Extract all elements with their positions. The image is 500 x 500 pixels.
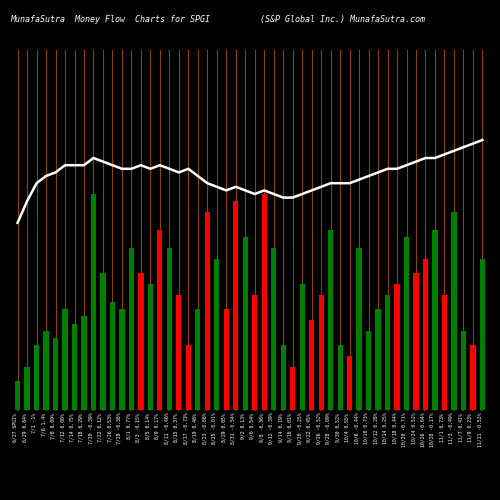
Bar (129, 248, 134, 410)
Bar (100, 273, 105, 410)
Bar (34, 345, 39, 410)
Bar (62, 309, 68, 410)
Bar (404, 237, 409, 410)
Bar (120, 309, 124, 410)
Bar (195, 309, 200, 410)
Bar (186, 345, 191, 410)
Bar (376, 309, 380, 410)
Bar (242, 237, 248, 410)
Bar (414, 273, 418, 410)
Bar (24, 367, 29, 410)
Bar (271, 248, 276, 410)
Bar (72, 324, 77, 410)
Bar (53, 338, 58, 410)
Bar (309, 320, 314, 410)
Text: MunafaSutra  Money Flow  Charts for SPGI: MunafaSutra Money Flow Charts for SPGI (10, 15, 210, 24)
Bar (82, 316, 86, 410)
Bar (318, 295, 324, 410)
Bar (290, 367, 296, 410)
Bar (204, 212, 210, 410)
Bar (148, 284, 153, 410)
Text: (S&P Global Inc.) MunafaSutra.com: (S&P Global Inc.) MunafaSutra.com (260, 15, 425, 24)
Bar (15, 381, 20, 410)
Bar (44, 331, 49, 410)
Bar (461, 331, 466, 410)
Bar (394, 284, 400, 410)
Bar (470, 345, 476, 410)
Bar (91, 194, 96, 410)
Bar (385, 295, 390, 410)
Bar (480, 259, 485, 410)
Bar (442, 295, 447, 410)
Bar (328, 230, 333, 410)
Bar (167, 248, 172, 410)
Bar (252, 295, 258, 410)
Bar (366, 331, 371, 410)
Bar (176, 295, 182, 410)
Bar (214, 259, 220, 410)
Bar (338, 345, 342, 410)
Bar (356, 248, 362, 410)
Bar (432, 230, 438, 410)
Bar (280, 345, 286, 410)
Bar (138, 273, 143, 410)
Bar (300, 284, 305, 410)
Bar (110, 302, 115, 410)
Bar (347, 356, 352, 410)
Bar (224, 309, 229, 410)
Bar (158, 230, 162, 410)
Bar (262, 194, 267, 410)
Bar (423, 259, 428, 410)
Bar (452, 212, 456, 410)
Bar (233, 201, 238, 410)
